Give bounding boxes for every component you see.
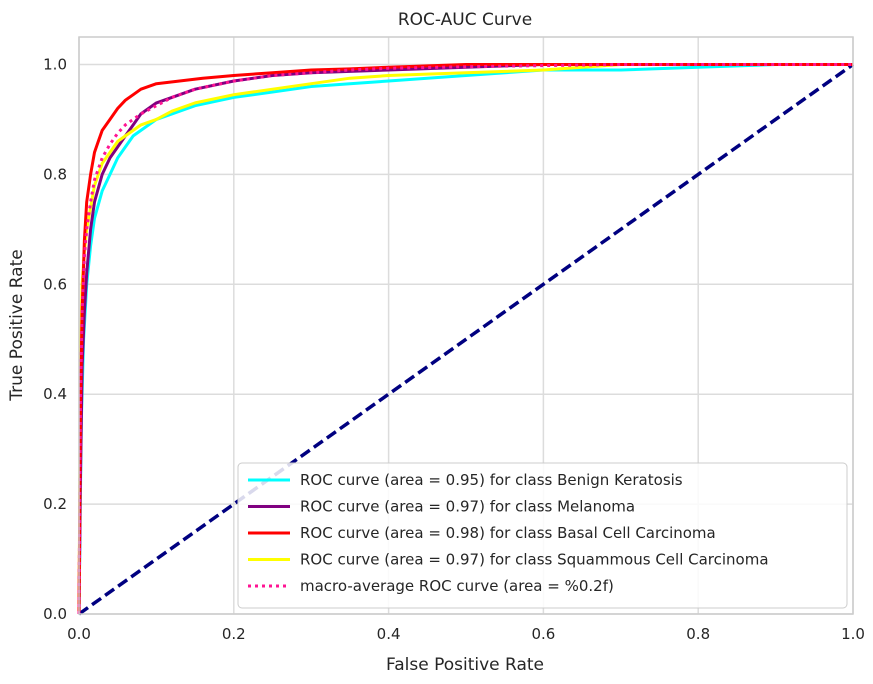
x-tick-label: 0.2 bbox=[222, 625, 246, 643]
y-tick-label: 0.6 bbox=[43, 275, 67, 293]
y-tick-label: 0.0 bbox=[43, 605, 67, 623]
legend-label: ROC curve (area = 0.98) for class Basal … bbox=[300, 524, 716, 542]
x-axis-label: False Positive Rate bbox=[386, 655, 544, 675]
y-tick-label: 0.2 bbox=[43, 495, 67, 513]
x-tick-label: 0.8 bbox=[686, 625, 710, 643]
y-tick-label: 0.8 bbox=[43, 165, 67, 183]
x-tick-label: 0.6 bbox=[531, 625, 555, 643]
y-tick-label: 0.4 bbox=[43, 385, 67, 403]
legend-box bbox=[237, 462, 848, 609]
x-tick-label: 0.0 bbox=[67, 625, 91, 643]
x-axis-ticks: 0.0 0.2 0.4 0.6 0.8 1.0 bbox=[67, 625, 865, 643]
legend-label: ROC curve (area = 0.95) for class Benign… bbox=[300, 471, 683, 489]
x-tick-label: 1.0 bbox=[841, 625, 865, 643]
y-tick-label: 1.0 bbox=[43, 55, 67, 73]
series-line-4 bbox=[77, 63, 853, 615]
series-lines bbox=[77, 63, 855, 616]
legend: ROC curve (area = 0.95) for class Benign… bbox=[237, 462, 848, 609]
plot-frame bbox=[78, 36, 854, 615]
legend-label: ROC curve (area = 0.97) for class Squamm… bbox=[300, 551, 769, 569]
legend-label: ROC curve (area = 0.97) for class Melano… bbox=[300, 498, 635, 516]
series-line-5 bbox=[77, 63, 855, 616]
y-axis-ticks: 0.0 0.2 0.4 0.6 0.8 1.0 bbox=[43, 55, 67, 623]
grid bbox=[78, 37, 854, 615]
x-tick-label: 0.4 bbox=[377, 625, 401, 643]
y-axis-label: True Positive Rate bbox=[7, 249, 27, 401]
chart-title: ROC-AUC Curve bbox=[398, 10, 532, 30]
series-line-2 bbox=[77, 63, 853, 615]
legend-label: macro-average ROC curve (area = %0.2f) bbox=[300, 577, 614, 595]
